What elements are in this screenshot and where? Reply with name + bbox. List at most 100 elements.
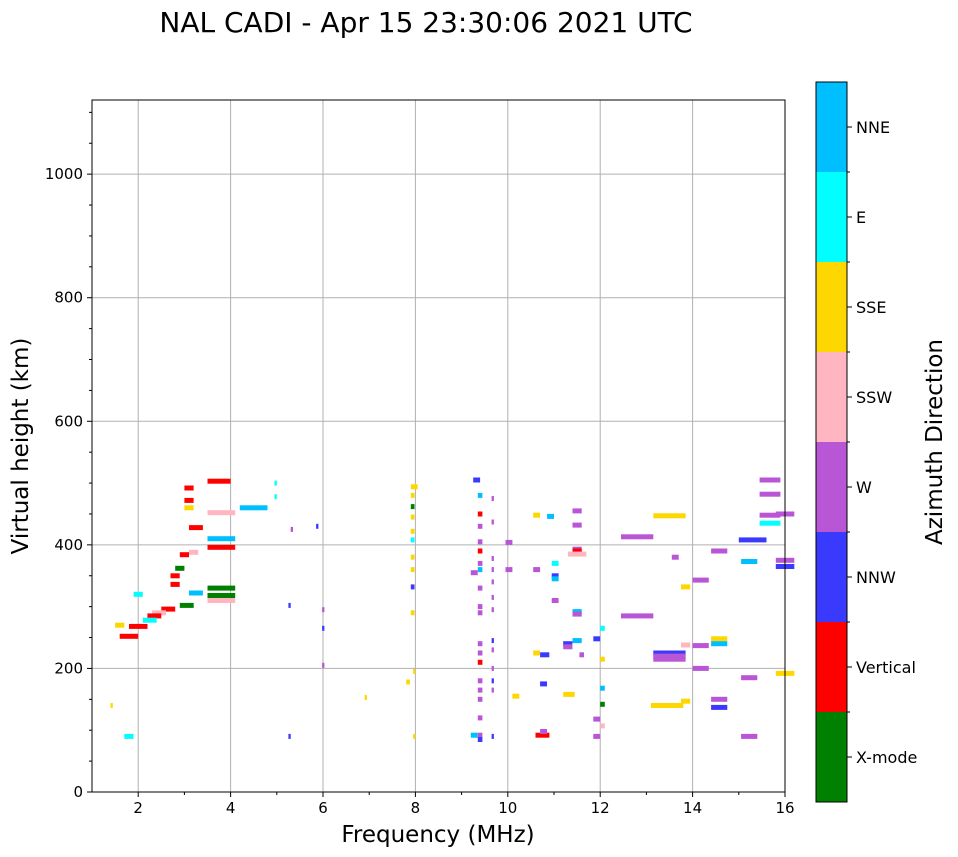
echo-mark [621, 613, 654, 619]
echo-mark [491, 733, 494, 739]
echo-mark [147, 613, 162, 619]
echo-mark [189, 590, 203, 596]
x-tick-label: 12 [591, 799, 610, 817]
echo-mark [406, 679, 410, 685]
echo-mark [410, 504, 415, 510]
echo-mark [477, 610, 483, 616]
echo-mark [512, 693, 520, 699]
echo-mark [207, 536, 236, 542]
echo-mark [184, 485, 194, 491]
echo-mark [711, 704, 728, 710]
echo-mark [681, 584, 691, 590]
echo-mark [207, 510, 236, 516]
echo-mark [410, 484, 418, 490]
echo-mark [572, 508, 582, 514]
echo-mark [184, 505, 194, 511]
echo-mark [759, 477, 781, 483]
echo-mark [653, 513, 686, 519]
echo-mark [274, 480, 277, 486]
echo-mark [129, 623, 148, 629]
echo-mark [477, 696, 483, 702]
echo-mark [533, 512, 541, 518]
echo-traces [110, 477, 795, 742]
echo-mark [738, 537, 767, 543]
echo-mark [477, 678, 483, 684]
echo-mark [563, 691, 575, 697]
echo-mark [189, 549, 199, 555]
x-tick-label: 16 [775, 799, 794, 817]
echo-mark [551, 573, 559, 579]
echo-mark [572, 638, 582, 644]
echo-mark [473, 477, 481, 483]
echo-mark [653, 653, 686, 659]
grid [92, 100, 785, 792]
colorbar-segment [816, 262, 847, 352]
echo-mark [653, 650, 686, 656]
echo-mark [567, 551, 587, 557]
echo-mark [563, 644, 573, 650]
echo-mark [681, 642, 691, 648]
plot-frame [91, 99, 786, 793]
echo-mark [759, 491, 781, 497]
plot-area [92, 100, 785, 792]
echo-mark [533, 650, 541, 656]
echo-mark [207, 593, 236, 598]
echo-mark [540, 681, 547, 687]
echo-mark [692, 665, 709, 671]
echo-mark [491, 665, 494, 671]
echo-mark [593, 636, 601, 642]
echo-mark [505, 567, 513, 573]
echo-mark [410, 514, 415, 520]
y-tick-label: 200 [54, 659, 83, 677]
echo-mark [175, 565, 185, 571]
echo-mark [600, 701, 605, 707]
echo-mark [322, 662, 325, 668]
echo-mark [692, 643, 709, 649]
echo-mark [491, 647, 494, 653]
echo-mark [547, 513, 554, 519]
echo-mark [711, 636, 728, 642]
colorbar-segment [816, 532, 847, 622]
echo-mark [540, 652, 550, 658]
colorbar-segment [816, 82, 847, 172]
y-tick-label: 800 [54, 289, 83, 307]
echo-mark [551, 560, 559, 566]
echo-mark [491, 678, 494, 684]
echo-mark [600, 656, 605, 662]
y-tick-label: 1000 [45, 165, 83, 183]
echo-mark [711, 641, 728, 647]
echo-mark [491, 594, 494, 600]
echo-mark [477, 567, 483, 573]
echo-mark [477, 604, 483, 610]
echo-mark [207, 585, 236, 591]
echo-mark [535, 732, 550, 738]
y-axis-title: Virtual height (km) [8, 338, 34, 555]
echo-mark [741, 675, 758, 681]
echo-mark [477, 539, 483, 545]
colorbar-segment [816, 712, 847, 802]
x-axis-title: Frequency (MHz) [341, 822, 534, 848]
echo-mark [711, 548, 728, 554]
echo-mark [161, 606, 176, 612]
echo-mark [410, 528, 415, 534]
echo-mark [322, 607, 325, 613]
echo-mark [288, 602, 291, 608]
echo-mark [681, 698, 691, 704]
echo-mark [477, 511, 483, 517]
echo-mark [316, 523, 319, 529]
echo-mark [477, 659, 483, 665]
x-tick-label: 4 [226, 799, 236, 817]
colorbar-segment [816, 172, 847, 262]
colorbar-label: NNE [856, 118, 890, 137]
echo-mark [207, 478, 231, 484]
echo-mark [533, 567, 541, 573]
echo-mark [410, 554, 415, 560]
echo-mark [110, 703, 113, 708]
x-tick-label: 10 [498, 799, 517, 817]
echo-mark [124, 733, 134, 739]
echo-mark [563, 641, 573, 647]
echo-mark [115, 622, 125, 628]
echo-mark [491, 638, 494, 644]
echo-mark [579, 652, 584, 658]
